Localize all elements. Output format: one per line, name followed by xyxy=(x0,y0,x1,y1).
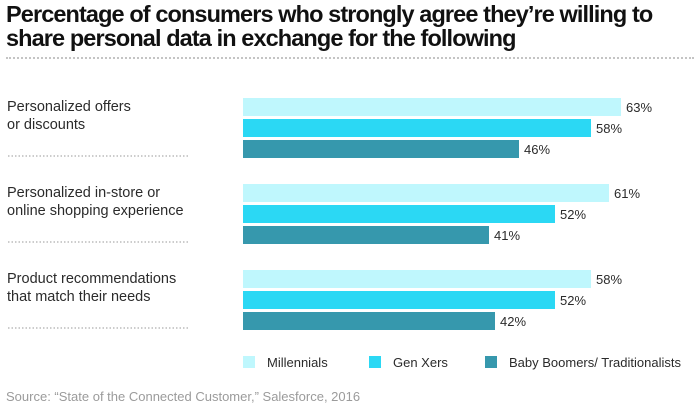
category-label: Product recommendations that match their … xyxy=(7,271,176,305)
category-label-line: that match their needs xyxy=(7,289,150,305)
chart-title: Percentage of consumers who strongly agr… xyxy=(6,1,653,51)
value-label: 58% xyxy=(596,121,622,136)
category-label: Personalized offers or discounts xyxy=(7,99,131,133)
legend-item-baby-boomers: Baby Boomers/ Traditionalists xyxy=(485,354,681,370)
value-label: 41% xyxy=(494,228,520,243)
bar-baby-boomers-traditionalists xyxy=(243,226,489,244)
value-label: 46% xyxy=(524,142,550,157)
category-label: Personalized in-store or online shopping … xyxy=(7,185,184,219)
title-divider xyxy=(6,57,694,59)
bar-gen-xers xyxy=(243,119,591,137)
legend-label-baby-boomers: Baby Boomers/ Traditionalists xyxy=(509,354,681,370)
legend-swatch-gen-xers xyxy=(369,356,381,368)
bar-millennials xyxy=(243,98,621,116)
category-label-line: Personalized offers xyxy=(7,99,131,115)
value-label: 63% xyxy=(626,100,652,115)
value-label: 52% xyxy=(560,207,586,222)
bar-gen-xers xyxy=(243,291,555,309)
category-label-line: Product recommendations xyxy=(7,271,176,287)
value-label: 61% xyxy=(614,186,640,201)
value-label: 52% xyxy=(560,293,586,308)
bar-gen-xers xyxy=(243,205,555,223)
legend-item-gen-xers: Gen Xers xyxy=(369,354,448,370)
bar-baby-boomers-traditionalists xyxy=(243,312,495,330)
legend-item-millennials: Millennials xyxy=(243,354,328,370)
category-label-line: or discounts xyxy=(7,117,85,133)
value-label: 58% xyxy=(596,272,622,287)
legend-swatch-millennials xyxy=(243,356,255,368)
bar-baby-boomers-traditionalists xyxy=(243,140,519,158)
source-note: Source: “State of the Connected Customer… xyxy=(6,389,361,404)
legend-swatch-baby-boomers xyxy=(485,356,497,368)
bar-group: Personalized offers or discounts 63% 58% 46% xyxy=(7,98,652,158)
bar-group: Personalized in-store or online shopping … xyxy=(7,184,640,244)
legend-label-gen-xers: Gen Xers xyxy=(393,354,448,370)
bar-group: Product recommendations that match their … xyxy=(7,270,622,330)
category-label-line: Personalized in-store or xyxy=(7,185,160,201)
bar-millennials xyxy=(243,184,609,202)
legend-label-millennials: Millennials xyxy=(267,354,328,370)
category-label-line: online shopping experience xyxy=(7,203,184,219)
bar-millennials xyxy=(243,270,591,288)
value-label: 42% xyxy=(500,314,526,329)
